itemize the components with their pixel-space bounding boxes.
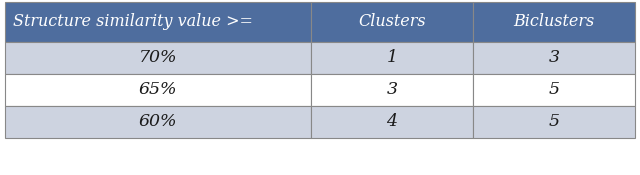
Bar: [5, 106, 310, 138]
Text: 3: 3: [387, 82, 397, 99]
Text: 60%: 60%: [138, 114, 177, 131]
Bar: [310, 42, 473, 74]
Bar: [5, 74, 310, 106]
Bar: [473, 74, 635, 106]
Bar: [473, 2, 635, 42]
Bar: [5, 42, 310, 74]
Bar: [473, 42, 635, 74]
Text: Clusters: Clusters: [358, 13, 426, 30]
Text: Structure similarity value >=: Structure similarity value >=: [13, 13, 253, 30]
Bar: [310, 2, 473, 42]
Bar: [310, 74, 473, 106]
Text: 5: 5: [548, 82, 559, 99]
Text: 70%: 70%: [138, 50, 177, 66]
Text: Biclusters: Biclusters: [513, 13, 595, 30]
Bar: [310, 106, 473, 138]
Bar: [5, 2, 310, 42]
Text: 65%: 65%: [138, 82, 177, 99]
Text: 5: 5: [548, 114, 559, 131]
Text: 1: 1: [387, 50, 397, 66]
Text: 3: 3: [548, 50, 559, 66]
Text: 4: 4: [387, 114, 397, 131]
Bar: [473, 106, 635, 138]
